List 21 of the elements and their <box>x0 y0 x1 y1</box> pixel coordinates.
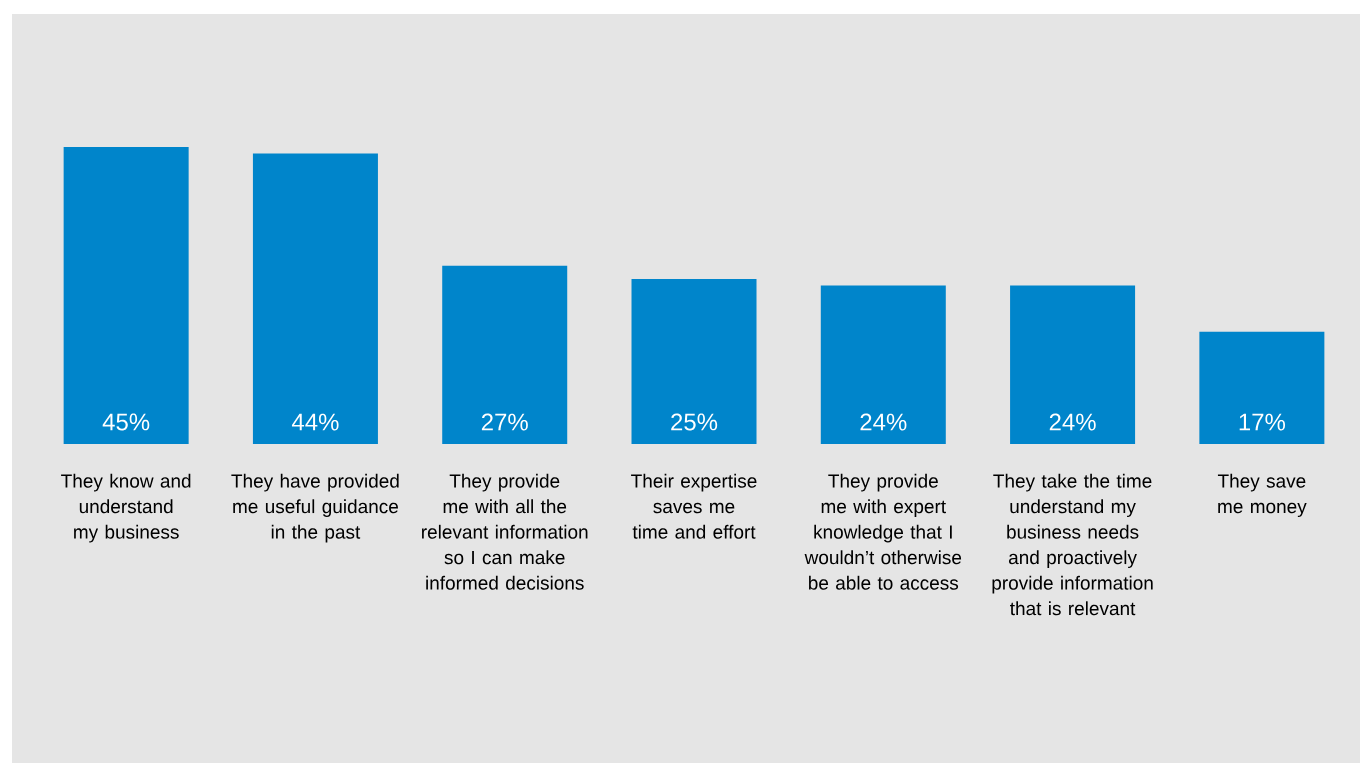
x-tick-label: Their expertise saves me time and effort <box>631 473 757 539</box>
x-tick-label: They save me money <box>1217 473 1307 517</box>
bar <box>631 279 757 444</box>
bar <box>63 146 189 444</box>
data-label: 27% <box>481 413 528 431</box>
bar <box>1199 331 1325 444</box>
bar <box>1010 285 1136 444</box>
x-tick-label: They provide me with all the relevant information so I can make informed decisions <box>422 473 588 590</box>
bar <box>252 153 378 444</box>
data-label: 24% <box>1049 413 1096 431</box>
x-tick-label: They know and understand my business <box>61 473 191 543</box>
data-label: 44% <box>291 413 339 431</box>
bar <box>820 285 946 444</box>
x-tick-label: They take the time understand my business needs and proactively provide information that is relevant <box>992 473 1153 616</box>
data-label: 25% <box>671 413 718 431</box>
data-label: 45% <box>102 413 150 431</box>
bar <box>442 265 568 444</box>
x-tick-label: They provide me with expert knowledge that I wouldn’t otherwise be able to access <box>804 473 962 590</box>
data-label: 24% <box>860 413 907 431</box>
x-tick-label: They have provided me useful guidance in the past <box>231 473 399 543</box>
data-label: 17% <box>1239 413 1286 431</box>
